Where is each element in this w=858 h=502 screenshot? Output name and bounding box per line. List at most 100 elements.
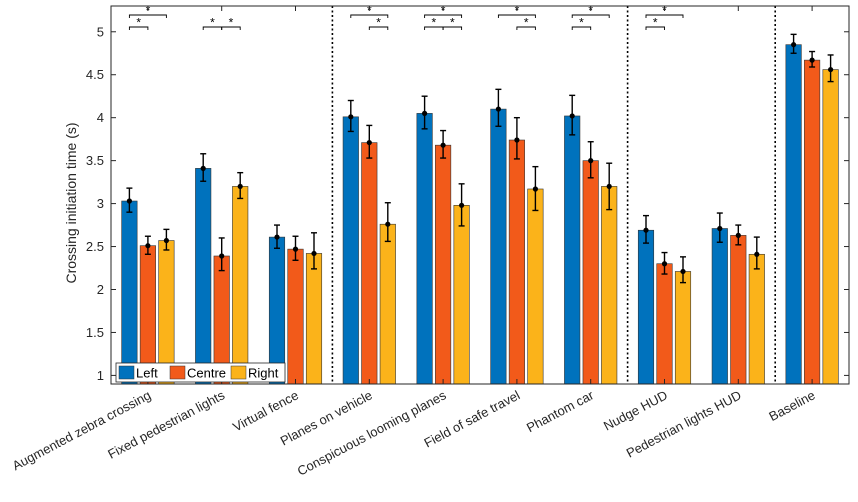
legend-label-right: Right xyxy=(248,366,279,381)
mean-marker-centre-5 xyxy=(514,137,520,143)
bar-left-4 xyxy=(416,113,433,385)
legend: Left Centre Right xyxy=(115,362,286,383)
bar-right-7 xyxy=(674,271,692,385)
group-separators xyxy=(331,6,777,384)
mean-marker-left-3 xyxy=(348,114,354,120)
bar-right-0 xyxy=(158,240,175,385)
mean-marker-centre-6 xyxy=(588,158,594,164)
mean-marker-left-5 xyxy=(495,106,501,112)
bars xyxy=(121,44,839,385)
mean-marker-centre-1 xyxy=(219,253,225,259)
significance-bracket-11 xyxy=(571,26,592,30)
significance-star-2: * xyxy=(210,16,215,30)
significance-bracket-9 xyxy=(497,14,536,18)
bar-right-6 xyxy=(601,186,618,385)
bar-centre-9 xyxy=(804,59,821,385)
mean-marker-left-0 xyxy=(126,198,132,204)
legend-label-left: Left xyxy=(136,366,158,381)
mean-marker-right-7 xyxy=(680,268,686,275)
bar-right-4 xyxy=(453,205,470,385)
mean-marker-right-3 xyxy=(385,221,391,227)
bar-centre-5 xyxy=(508,139,525,385)
bar-centre-3 xyxy=(361,142,378,385)
significance-star-6: * xyxy=(432,16,437,30)
y-tick-label-6: 4 xyxy=(97,110,104,125)
y-tick-label-7: 4.5 xyxy=(86,67,104,82)
mean-marker-left-4 xyxy=(422,110,428,116)
bar-centre-8 xyxy=(730,235,747,385)
mean-marker-left-8 xyxy=(717,225,723,232)
mean-marker-centre-9 xyxy=(809,57,815,63)
y-tick-label-2: 2 xyxy=(97,282,104,297)
bar-centre-7 xyxy=(656,263,673,385)
significance-bracket-14 xyxy=(645,14,684,18)
mean-marker-right-0 xyxy=(163,237,169,244)
error-bars xyxy=(126,33,834,284)
mean-marker-left-7 xyxy=(643,227,649,233)
bar-centre-2 xyxy=(287,248,304,385)
mean-marker-left-1 xyxy=(200,165,206,171)
bar-left-6 xyxy=(564,115,581,385)
bar-left-3 xyxy=(342,116,359,385)
y-tick-label-3: 2.5 xyxy=(86,239,104,254)
bar-left-5 xyxy=(490,108,507,385)
mean-marker-left-2 xyxy=(274,234,280,240)
significance-star-7: * xyxy=(450,16,455,30)
significance-star-13: * xyxy=(653,16,658,30)
significance-bracket-13 xyxy=(645,26,665,30)
legend-swatch-left xyxy=(118,365,135,380)
y-axis: 1 1.5 2 2.5 3 3.5 4 4.5 5 xyxy=(86,24,849,383)
mean-marker-centre-4 xyxy=(440,142,446,148)
bar-left-9 xyxy=(785,44,802,385)
bar-left-7 xyxy=(637,229,655,385)
mean-marker-right-2 xyxy=(311,250,317,257)
bar-left-8 xyxy=(711,228,728,385)
significance-star-3: * xyxy=(229,16,234,30)
significance-bracket-5 xyxy=(368,26,389,30)
mean-marker-right-1 xyxy=(237,183,243,190)
bar-right-1 xyxy=(232,186,249,385)
significance-star-10: * xyxy=(524,16,529,30)
y-tick-label-4: 3 xyxy=(97,196,104,211)
y-axis-title: Crossing initiation time (s) xyxy=(63,122,79,283)
bar-left-2 xyxy=(268,236,286,385)
significance-bracket-3 xyxy=(221,26,241,30)
significance-bracket-10 xyxy=(516,26,536,30)
mean-marker-left-6 xyxy=(569,113,575,119)
significance-bracket-12 xyxy=(571,14,610,18)
significance-star-5: * xyxy=(376,16,381,30)
significance-bracket-8 xyxy=(424,14,463,18)
significance-bracket-0 xyxy=(128,26,149,30)
legend-swatch-centre xyxy=(169,365,186,380)
significance-star-11: * xyxy=(579,16,584,30)
bar-centre-4 xyxy=(435,144,452,385)
mean-marker-right-5 xyxy=(532,186,539,192)
significance-star-0: * xyxy=(136,16,141,30)
y-tick-label-1: 1.5 xyxy=(86,325,104,340)
significance-bracket-4 xyxy=(350,14,389,18)
legend-label-centre: Centre xyxy=(187,366,226,381)
bar-right-3 xyxy=(379,223,396,385)
mean-marker-centre-8 xyxy=(735,232,741,238)
mean-marker-centre-7 xyxy=(661,261,668,267)
bar-right-5 xyxy=(527,188,544,385)
mean-marker-left-9 xyxy=(791,42,797,48)
mean-marker-right-6 xyxy=(606,183,612,190)
bar-right-2 xyxy=(305,253,323,385)
y-tick-label-0: 1 xyxy=(97,368,104,383)
plot-frame xyxy=(110,5,850,385)
legend-swatch-right xyxy=(230,365,247,380)
mean-marker-centre-0 xyxy=(145,243,151,249)
bar-right-9 xyxy=(822,69,839,385)
mean-marker-right-9 xyxy=(828,66,834,73)
y-tick-label-5: 3.5 xyxy=(86,153,104,168)
bar-left-0 xyxy=(121,200,138,385)
mean-marker-right-8 xyxy=(754,251,760,257)
mean-marker-right-4 xyxy=(459,202,465,208)
y-tick-label-8: 5 xyxy=(97,24,104,39)
significance-bracket-1 xyxy=(128,14,167,18)
mean-marker-centre-3 xyxy=(366,139,372,146)
bar-right-8 xyxy=(748,253,765,385)
bar-centre-6 xyxy=(582,160,599,385)
